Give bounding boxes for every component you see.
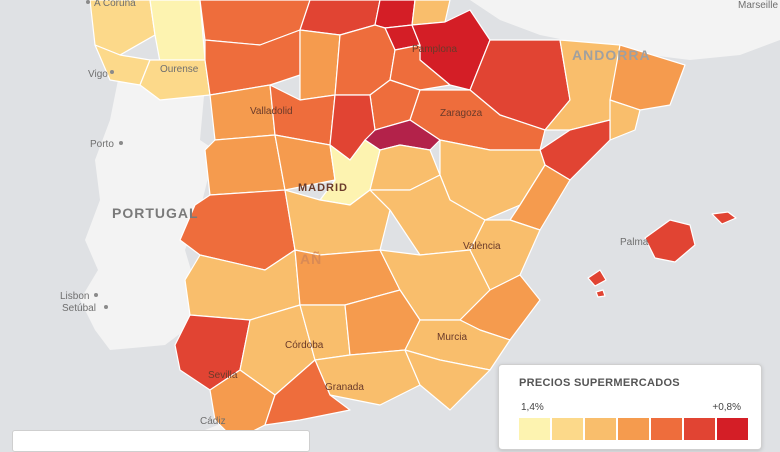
province-palencia[interactable] [299, 29, 341, 101]
label-vigo: Vigo [88, 69, 108, 80]
province-malaga[interactable] [264, 359, 351, 426]
island-mallorca[interactable] [644, 219, 696, 263]
province-barcelona[interactable] [609, 99, 641, 141]
provinces-layer [89, 0, 737, 440]
legend-swatch-6 [684, 418, 715, 440]
legend-swatch-5 [651, 418, 682, 440]
province-lugo[interactable] [149, 0, 206, 63]
choropleth-map[interactable]: PORTUGAL ANDORRA AÑ A Coruña Marseille O… [0, 0, 780, 440]
legend-swatch-1 [519, 418, 550, 440]
label-marseille: Marseille [738, 0, 778, 11]
city-dot-porto [119, 141, 123, 145]
province-gipuzkoa[interactable] [411, 0, 451, 26]
label-pamplona: Pamplona [412, 44, 457, 55]
island-ibiza[interactable] [587, 269, 607, 287]
label-cadiz: Cádiz [200, 416, 226, 427]
legend-color-scale [519, 418, 750, 440]
label-espana-fragment: AÑ [300, 250, 322, 267]
label-granada: Granada [325, 382, 364, 393]
island-formentera[interactable] [595, 289, 606, 298]
province-a-coruna[interactable] [89, 0, 156, 56]
legend-min-label: 1,4% [521, 402, 544, 413]
island-menorca[interactable] [711, 211, 737, 225]
province-almeria[interactable] [404, 349, 491, 411]
province-bizkaia[interactable] [374, 0, 416, 29]
label-sevilla: Sevilla [208, 370, 238, 381]
label-valencia: València [463, 241, 501, 252]
city-dot-lisbon [94, 293, 98, 297]
label-palma: Palma [620, 237, 649, 248]
city-dot-vigo [110, 70, 114, 74]
province-salamanca[interactable] [204, 134, 286, 196]
legend-swatch-3 [585, 418, 616, 440]
bottom-info-box [12, 430, 310, 452]
label-ourense: Ourense [160, 64, 199, 75]
label-porto: Porto [90, 139, 114, 150]
label-a-coruna: A Coruña [94, 0, 136, 9]
label-cordoba: Córdoba [285, 340, 324, 351]
city-dot-a-coruna [86, 0, 90, 4]
label-madrid: MADRID [298, 182, 348, 194]
label-andorra: ANDORRA [572, 47, 651, 63]
legend-title: PRECIOS SUPERMERCADOS [519, 377, 680, 389]
legend-swatch-2 [552, 418, 583, 440]
province-leon[interactable] [204, 29, 301, 96]
portugal-landmass [80, 70, 215, 350]
france-landmass [470, 0, 780, 60]
legend-swatch-4 [618, 418, 649, 440]
province-girona[interactable] [609, 44, 686, 111]
label-zaragoza: Zaragoza [440, 108, 483, 119]
label-portugal: PORTUGAL [112, 205, 199, 221]
province-ourense[interactable] [139, 59, 211, 101]
label-valladolid: Valladolid [250, 106, 293, 117]
label-murcia: Murcia [437, 332, 467, 343]
legend-max-label: +0,8% [712, 402, 741, 413]
label-lisbon: Lisbon [60, 291, 89, 302]
label-setubal: Setúbal [62, 303, 96, 314]
legend-panel: PRECIOS SUPERMERCADOS 1,4% +0,8% [498, 364, 762, 450]
city-dot-setubal [104, 305, 108, 309]
legend-swatch-7 [717, 418, 748, 440]
